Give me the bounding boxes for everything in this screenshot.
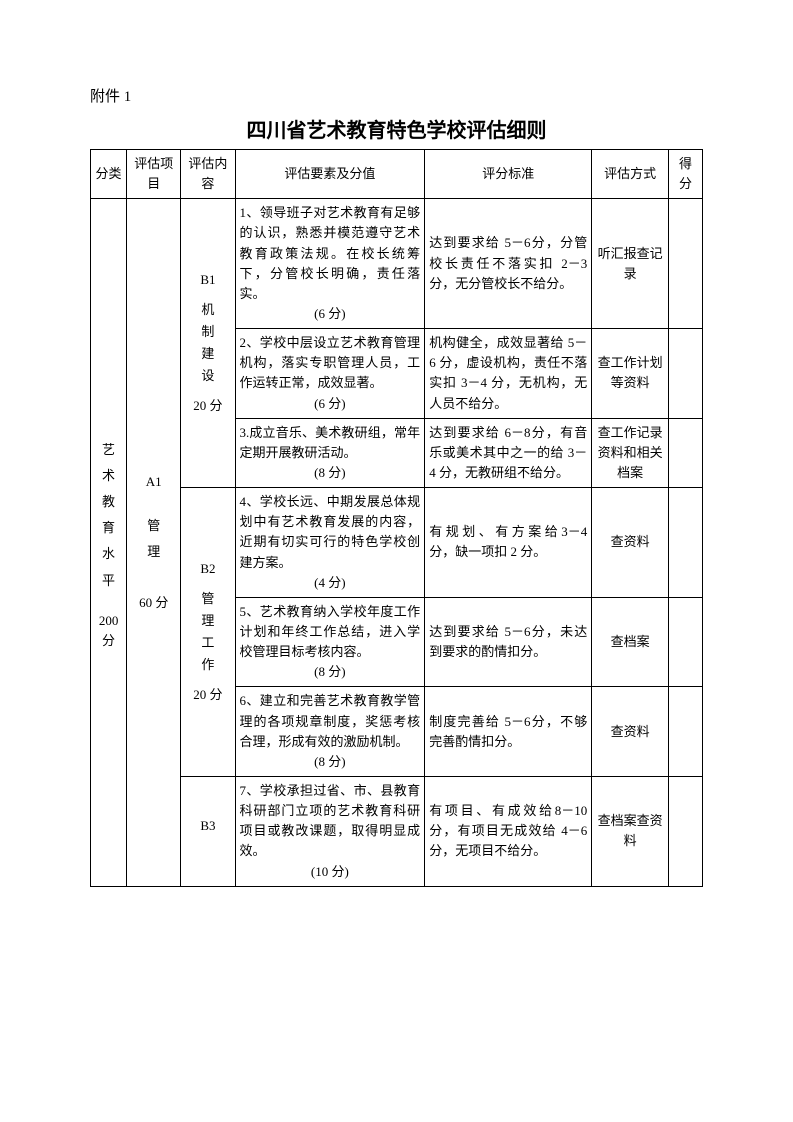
method-cell: 查档案查资料	[592, 776, 669, 886]
method-cell: 查资料	[592, 687, 669, 777]
table-body: 艺术教育水平200分A1 管理 60 分 B1 机制建设 20 分 1、领导班子对艺术教育有…	[91, 199, 703, 886]
element-text: 1、领导班子对艺术教育有足够的认识，熟悉并模范遵守艺术教育政策法规。在校长统筹下…	[240, 203, 421, 304]
score-cell	[669, 687, 703, 777]
element-points: (8 分)	[240, 662, 421, 682]
section-name: 机制建设	[185, 300, 230, 387]
element-points: (8 分)	[240, 752, 421, 772]
element-points: (6 分)	[240, 394, 421, 414]
method-cell: 查工作计划等资料	[592, 329, 669, 419]
standard-cell: 达到要求给 5－6分，未达到要求的酌情扣分。	[425, 597, 592, 687]
element-text: 4、学校长远、中期发展总体规划中有艺术教育发展的内容，近期有切实可行的特色学校创…	[240, 492, 421, 573]
section-cell: B1 机制建设 20 分	[181, 199, 235, 488]
section-code: B3	[185, 816, 230, 836]
standard-cell: 机构健全，成效显著给 5－6 分，虚设机构，责任不落实扣 3－4 分，无机构，无…	[425, 329, 592, 419]
score-cell	[669, 597, 703, 687]
table-header-row: 分类 评估项目 评估内容 评估要素及分值 评分标准 评估方式 得分	[91, 150, 703, 199]
score-cell	[669, 418, 703, 487]
element-points: (8 分)	[240, 463, 421, 483]
section-score: 20 分	[185, 685, 230, 705]
section-score: 20 分	[185, 396, 230, 416]
element-cell: 6、建立和完善艺术教育教学管理的各项规章制度，奖惩考核合理，形成有效的激励机制。…	[235, 687, 425, 777]
element-text: 3.成立音乐、美术教研组，常年定期开展教研活动。	[240, 423, 421, 463]
section-name: 管理工作	[185, 589, 230, 676]
section-cell: B2 管理工作 20 分	[181, 488, 235, 777]
element-cell: 2、学校中层设立艺术教育管理机构，落实专职管理人员，工作运转正常，成效显著。(6…	[235, 329, 425, 419]
method-cell: 查工作记录资料和相关档案	[592, 418, 669, 487]
item-score: 60 分	[131, 593, 176, 613]
score-cell	[669, 199, 703, 329]
element-points: (6 分)	[240, 304, 421, 324]
standard-cell: 达到要求给 5－6分，分管校长责任不落实扣 2－3分，无分管校长不给分。	[425, 199, 592, 329]
category-total: 200分	[95, 611, 122, 651]
header-score: 得分	[669, 150, 703, 199]
header-content: 评估内容	[181, 150, 235, 199]
standard-cell: 有规划、有方案给3－4 分，缺一项扣 2 分。	[425, 488, 592, 598]
element-cell: 5、艺术教育纳入学校年度工作计划和年终工作总结，进入学校管理目标考核内容。(8 …	[235, 597, 425, 687]
element-cell: 3.成立音乐、美术教研组，常年定期开展教研活动。(8 分)	[235, 418, 425, 487]
section-cell: B3	[181, 776, 235, 886]
evaluation-table: 分类 评估项目 评估内容 评估要素及分值 评分标准 评估方式 得分 艺术教育水平…	[90, 149, 703, 887]
table-row: B2管理工作20 分4、学校长远、中期发展总体规划中有艺术教育发展的内容，近期有…	[91, 488, 703, 598]
method-cell: 听汇报查记录	[592, 199, 669, 329]
header-item: 评估项目	[127, 150, 181, 199]
element-cell: 1、领导班子对艺术教育有足够的认识，熟悉并模范遵守艺术教育政策法规。在校长统筹下…	[235, 199, 425, 329]
standard-cell: 达到要求给 6－8分，有音乐或美术其中之一的给 3－4 分，无教研组不给分。	[425, 418, 592, 487]
element-points: (4 分)	[240, 573, 421, 593]
element-text: 2、学校中层设立艺术教育管理机构，落实专职管理人员，工作运转正常，成效显著。	[240, 333, 421, 393]
element-cell: 7、学校承担过省、市、县教育科研部门立项的艺术教育科研项目或教改课题，取得明显成…	[235, 776, 425, 886]
table-row: B3 7、学校承担过省、市、县教育科研部门立项的艺术教育科研项目或教改课题，取得明…	[91, 776, 703, 886]
score-cell	[669, 776, 703, 886]
attachment-label: 附件 1	[90, 85, 703, 106]
method-cell: 查资料	[592, 488, 669, 598]
element-cell: 4、学校长远、中期发展总体规划中有艺术教育发展的内容，近期有切实可行的特色学校创…	[235, 488, 425, 598]
item-name: 管理	[131, 516, 176, 562]
score-cell	[669, 488, 703, 598]
element-text: 6、建立和完善艺术教育教学管理的各项规章制度，奖惩考核合理，形成有效的激励机制。	[240, 691, 421, 751]
section-code: B1	[185, 270, 230, 290]
header-element: 评估要素及分值	[235, 150, 425, 199]
item-cell: A1 管理 60 分	[127, 199, 181, 886]
header-method: 评估方式	[592, 150, 669, 199]
score-cell	[669, 329, 703, 419]
method-cell: 查档案	[592, 597, 669, 687]
element-points: (10 分)	[240, 862, 421, 882]
element-text: 7、学校承担过省、市、县教育科研部门立项的艺术教育科研项目或教改课题，取得明显成…	[240, 781, 421, 862]
header-category: 分类	[91, 150, 127, 199]
standard-cell: 有项目、有成效给8－10 分，有项目无成效给 4－6分，无项目不给分。	[425, 776, 592, 886]
table-row: 艺术教育水平200分A1管理60 分B1机制建设20 分1、领导班子对艺术教育有…	[91, 199, 703, 329]
element-text: 5、艺术教育纳入学校年度工作计划和年终工作总结，进入学校管理目标考核内容。	[240, 602, 421, 662]
standard-cell: 制度完善给 5－6分，不够完善酌情扣分。	[425, 687, 592, 777]
category-cell: 艺术教育水平200分	[91, 199, 127, 886]
header-standard: 评分标准	[425, 150, 592, 199]
section-code: B2	[185, 559, 230, 579]
item-code: A1	[131, 472, 176, 492]
page-title: 四川省艺术教育特色学校评估细则	[90, 114, 703, 143]
